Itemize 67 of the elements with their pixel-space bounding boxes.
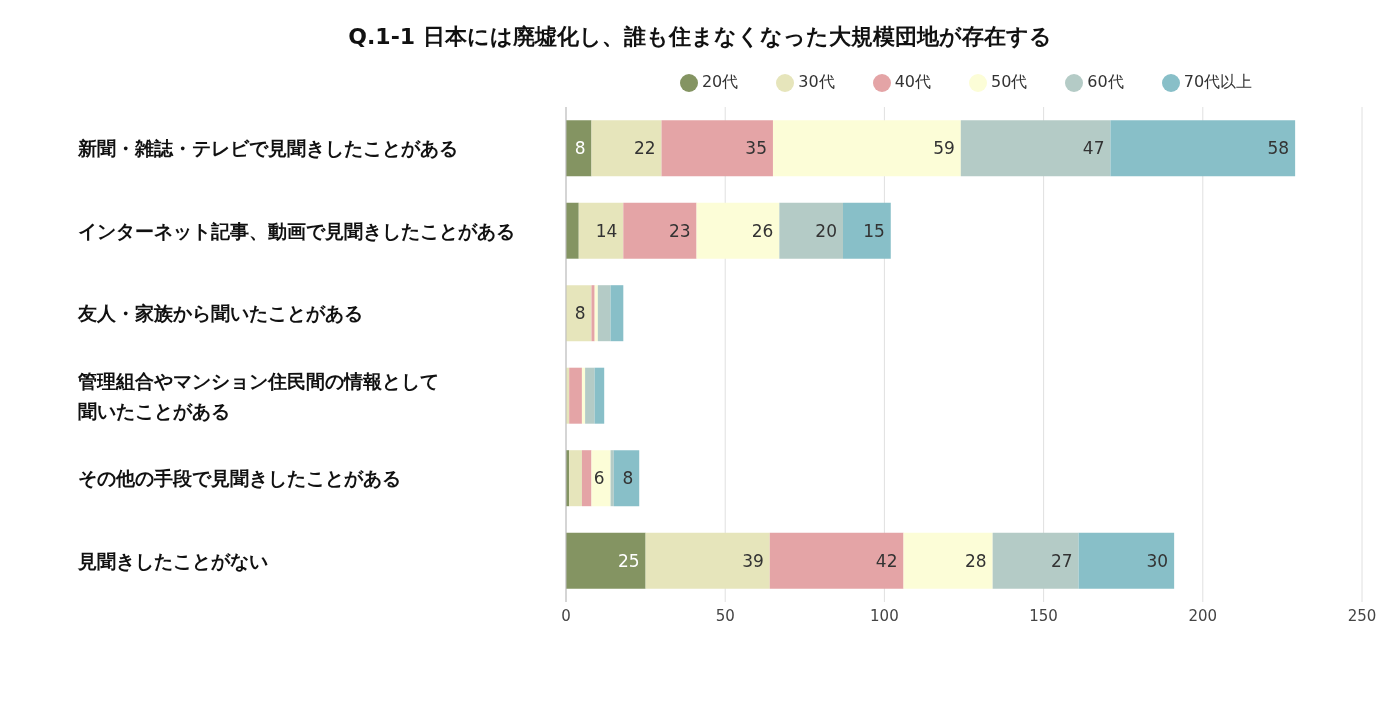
bar [581, 367, 586, 424]
bar [623, 202, 697, 259]
y-tick-label: 友人・家族から聞いたことがある [77, 302, 363, 325]
legend-label: 30代 [798, 72, 835, 91]
bar [566, 202, 579, 259]
legend-label: 50代 [991, 72, 1028, 91]
data-label: 15 [863, 220, 885, 241]
bar [581, 450, 592, 507]
bar [591, 120, 662, 177]
x-tick-label: 250 [1347, 606, 1377, 625]
legend-label: 60代 [1087, 72, 1124, 91]
y-tick-label: インターネット記事、動画で見聞きしたことがある [78, 219, 515, 242]
x-tick-label: 0 [561, 606, 571, 625]
legend-label: 20代 [701, 72, 739, 91]
data-label: 14 [595, 220, 618, 241]
data-label: 39 [742, 550, 764, 571]
legend-label: 70代以上 [1183, 72, 1253, 91]
x-tick-label: 50 [715, 606, 735, 625]
bar [1078, 532, 1175, 589]
data-label: 27 [1050, 550, 1073, 571]
bar [613, 450, 640, 507]
y-tick-label: 見聞きしたことがない [77, 549, 268, 572]
bar [569, 450, 582, 507]
y-tick-label: 管理組合やマンション住民間の情報として聞いたことがある [77, 369, 439, 422]
bar [597, 285, 611, 342]
data-label: 35 [745, 138, 767, 159]
data-label: 8 [574, 303, 586, 324]
bar [779, 202, 844, 259]
data-label: 25 [617, 550, 640, 571]
data-label: 58 [1267, 138, 1290, 159]
data-label: 8 [622, 468, 634, 489]
bar [992, 532, 1079, 589]
bar [578, 202, 624, 259]
x-tick-label: 150 [1029, 606, 1058, 625]
bar [661, 120, 773, 177]
data-label: 42 [875, 550, 898, 571]
chart-title: Q.1-1 日本には廃墟化し、誰も住まなくなった大規模団地が存在する [347, 23, 1053, 51]
legend-label: 40代 [894, 72, 931, 91]
bar [610, 285, 624, 342]
x-tick-label: 100 [870, 606, 899, 625]
data-label: 23 [668, 220, 691, 241]
bar [903, 532, 993, 589]
bar [569, 367, 582, 424]
data-label: 26 [751, 220, 774, 241]
bar [585, 367, 595, 424]
bar [696, 202, 780, 259]
bar [594, 367, 605, 424]
data-label: 30 [1146, 550, 1169, 571]
bar [769, 532, 904, 589]
data-label: 28 [965, 550, 987, 571]
bar [610, 450, 614, 507]
data-label: 22 [633, 138, 656, 159]
bar [591, 450, 611, 507]
y-tick-label: その他の手段で見聞きしたことがある [78, 467, 401, 490]
bar [645, 532, 770, 589]
bar [1110, 120, 1296, 177]
data-label: 20 [815, 220, 838, 241]
data-label: 59 [933, 138, 955, 159]
y-tick-label: 新聞・雑誌・テレビで見聞きしたことがある [77, 137, 458, 160]
bar [772, 120, 961, 177]
bar [566, 532, 646, 589]
data-label: 6 [593, 468, 605, 489]
bar [960, 120, 1111, 177]
bar [843, 202, 891, 259]
data-label: 47 [1082, 138, 1105, 159]
x-tick-label: 200 [1188, 606, 1218, 625]
data-label: 8 [574, 138, 586, 159]
